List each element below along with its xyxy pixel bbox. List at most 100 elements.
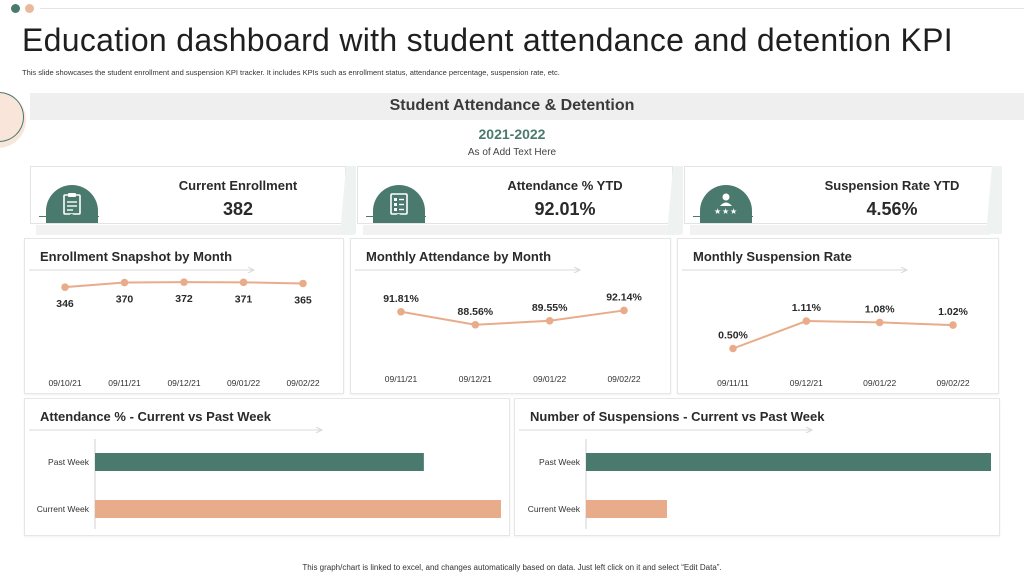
chart-title: Monthly Attendance by Month	[366, 249, 552, 264]
category-label: 09/10/21	[48, 378, 81, 388]
kpi-card-tail	[986, 166, 1002, 234]
kpi-card-base	[363, 225, 681, 235]
header-dot-green	[11, 4, 20, 13]
enrollment-chart-panel: Enrollment Snapshot by Month 346 09/10/21…	[24, 238, 344, 394]
kpi-card-base	[690, 225, 990, 235]
category-label: Current Week	[528, 504, 581, 514]
enrollment-line-chart: 346 09/10/21 370 09/11/21 372 09/12/21 371 09/0…	[48, 278, 320, 388]
kpi-icon-dot	[69, 214, 74, 219]
kpi-label: Suspension Rate YTD	[824, 178, 960, 193]
page-title: Education dashboard with student attenda…	[22, 22, 953, 58]
kpi-card-attendance[interactable]: Attendance % YTD 92.01%	[357, 166, 673, 224]
title-arrow-icon	[29, 427, 324, 433]
kpi-card-enrollment[interactable]: Current Enrollment 382	[30, 166, 346, 224]
title-arrow-icon	[682, 267, 909, 273]
category-label: 09/02/22	[607, 374, 640, 384]
category-label: 09/12/21	[790, 378, 823, 388]
title-arrow-icon	[519, 427, 814, 433]
category-label: Past Week	[539, 457, 581, 467]
header-rule	[40, 8, 1024, 9]
as-of-text: As of Add Text Here	[467, 147, 557, 158]
category-label: Past Week	[48, 457, 90, 467]
kpi-icon-dot	[396, 214, 401, 219]
data-point[interactable]	[545, 317, 554, 325]
data-point[interactable]	[875, 318, 884, 327]
bar[interactable]	[95, 500, 501, 518]
category-label: Current Week	[37, 504, 90, 514]
title-arrow-icon	[29, 267, 256, 273]
category-label: 09/02/22	[936, 378, 969, 388]
attendance-week-bar-chart: Past Week Current Week	[37, 439, 501, 529]
data-label: 92.14%	[606, 291, 642, 303]
kpi-card-tail	[667, 166, 683, 234]
suspension-line-chart: 0.50% 09/11/11 1.11% 09/12/21 1.08% 09/01/22 1…	[717, 302, 970, 388]
chart-title: Enrollment Snapshot by Month	[40, 249, 233, 264]
data-point[interactable]	[802, 317, 811, 325]
kpi-value: 382	[222, 199, 254, 219]
data-label: 372	[175, 293, 193, 305]
data-label: 1.11%	[792, 302, 822, 314]
data-label: 1.02%	[938, 306, 968, 318]
kpi-label: Attendance % YTD	[507, 178, 623, 193]
category-label: 09/01/22	[863, 378, 896, 388]
attendance-week-panel: Attendance % - Current vs Past Week Past…	[24, 398, 510, 536]
category-label: 09/01/22	[533, 374, 566, 384]
title-arrow-icon	[355, 267, 582, 273]
suspensions-week-panel: Number of Suspensions - Current vs Past …	[514, 398, 1000, 536]
data-label: 0.50%	[718, 330, 748, 342]
bar[interactable]	[586, 453, 991, 471]
kpi-value: 92.01%	[534, 199, 596, 219]
attendance-chart-panel: Monthly Attendance by Month 91.81% 09/11/…	[350, 238, 671, 394]
category-label: 09/12/21	[459, 374, 492, 384]
data-point[interactable]	[397, 307, 405, 316]
data-point[interactable]	[180, 278, 188, 286]
kpi-card-tail	[340, 166, 356, 234]
chart-title: Attendance % - Current vs Past Week	[40, 409, 271, 424]
data-label: 1.08%	[865, 303, 895, 315]
kpi-icon-dot	[723, 214, 728, 219]
data-point[interactable]	[471, 320, 480, 329]
bar[interactable]	[95, 453, 424, 471]
data-point[interactable]	[620, 306, 628, 315]
section-title: Student Attendance & Detention	[389, 97, 635, 114]
school-year: 2021-2022	[478, 126, 546, 142]
data-label: 371	[235, 293, 253, 305]
suspension-chart-panel: Monthly Suspension Rate 0.50% 09/11/11 1.1…	[677, 238, 999, 394]
data-label: 91.81%	[383, 293, 419, 305]
kpi-value: 4.56%	[866, 199, 918, 219]
kpi-card-base	[36, 225, 354, 235]
category-label: 09/11/21	[385, 374, 418, 384]
data-point[interactable]	[949, 321, 957, 329]
bar[interactable]	[586, 500, 667, 518]
data-point[interactable]	[120, 278, 129, 287]
series-line	[400, 309, 625, 326]
chart-title: Number of Suspensions - Current vs Past …	[530, 409, 825, 424]
data-point[interactable]	[61, 283, 69, 291]
data-label: 89.55%	[532, 302, 568, 314]
category-label: 09/12/21	[167, 378, 200, 388]
category-label: 09/11/11	[717, 378, 749, 388]
attendance-line-chart: 91.81% 09/11/21 88.56% 09/12/21 89.55% 09/01/…	[383, 291, 642, 384]
data-point[interactable]	[299, 279, 307, 288]
data-label: 370	[116, 294, 134, 306]
suspensions-week-bar-chart: Past Week Current Week	[528, 439, 991, 529]
data-point[interactable]	[729, 344, 737, 353]
svg-text:★: ★	[730, 207, 737, 216]
series-line	[732, 320, 954, 350]
data-label: 365	[294, 294, 312, 306]
data-label: 88.56%	[458, 306, 494, 318]
footer-note: This graph/chart is linked to excel, and…	[302, 563, 722, 572]
section-band	[30, 93, 1024, 120]
svg-text:★: ★	[722, 207, 729, 216]
header-dot-peach	[25, 4, 34, 13]
category-label: 09/01/22	[227, 378, 260, 388]
svg-text:★: ★	[714, 207, 721, 216]
page-subtitle: This slide showcases the student enrollm…	[22, 68, 560, 77]
data-point[interactable]	[239, 278, 248, 287]
kpi-card-suspension[interactable]: ★ ★ ★ Suspension Rate YTD 4.56%	[684, 166, 1000, 224]
kpi-label: Current Enrollment	[178, 178, 298, 193]
chart-title: Monthly Suspension Rate	[693, 249, 852, 264]
category-label: 09/02/22	[286, 378, 319, 388]
data-label: 346	[56, 298, 74, 310]
category-label: 09/11/21	[108, 378, 141, 388]
